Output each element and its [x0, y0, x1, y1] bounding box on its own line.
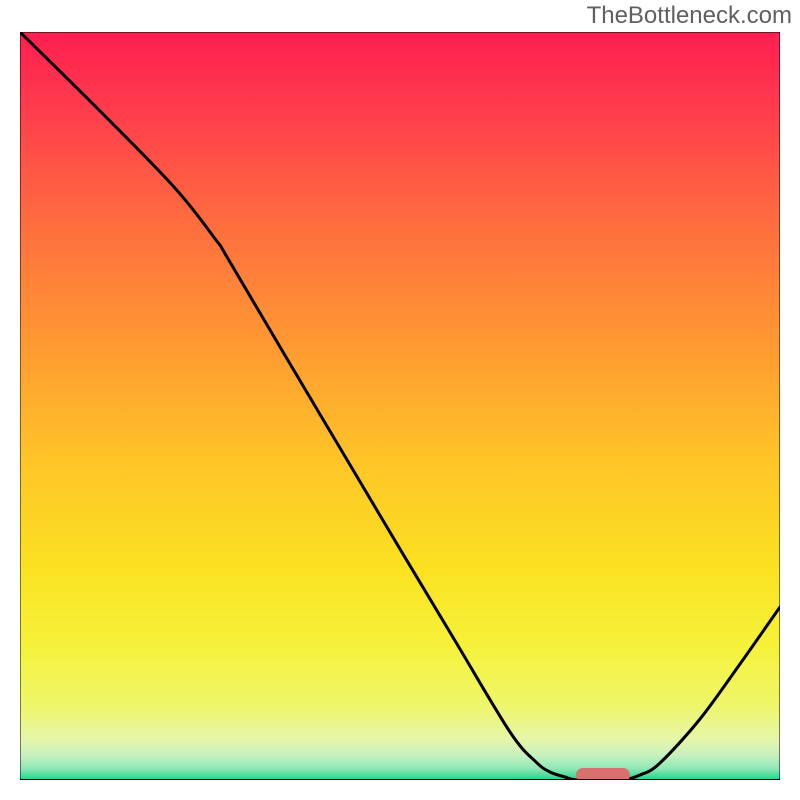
chart-svg	[20, 32, 780, 780]
optimal-marker	[576, 768, 630, 780]
plot-area	[20, 32, 780, 780]
watermark-text: TheBottleneck.com	[587, 2, 792, 30]
